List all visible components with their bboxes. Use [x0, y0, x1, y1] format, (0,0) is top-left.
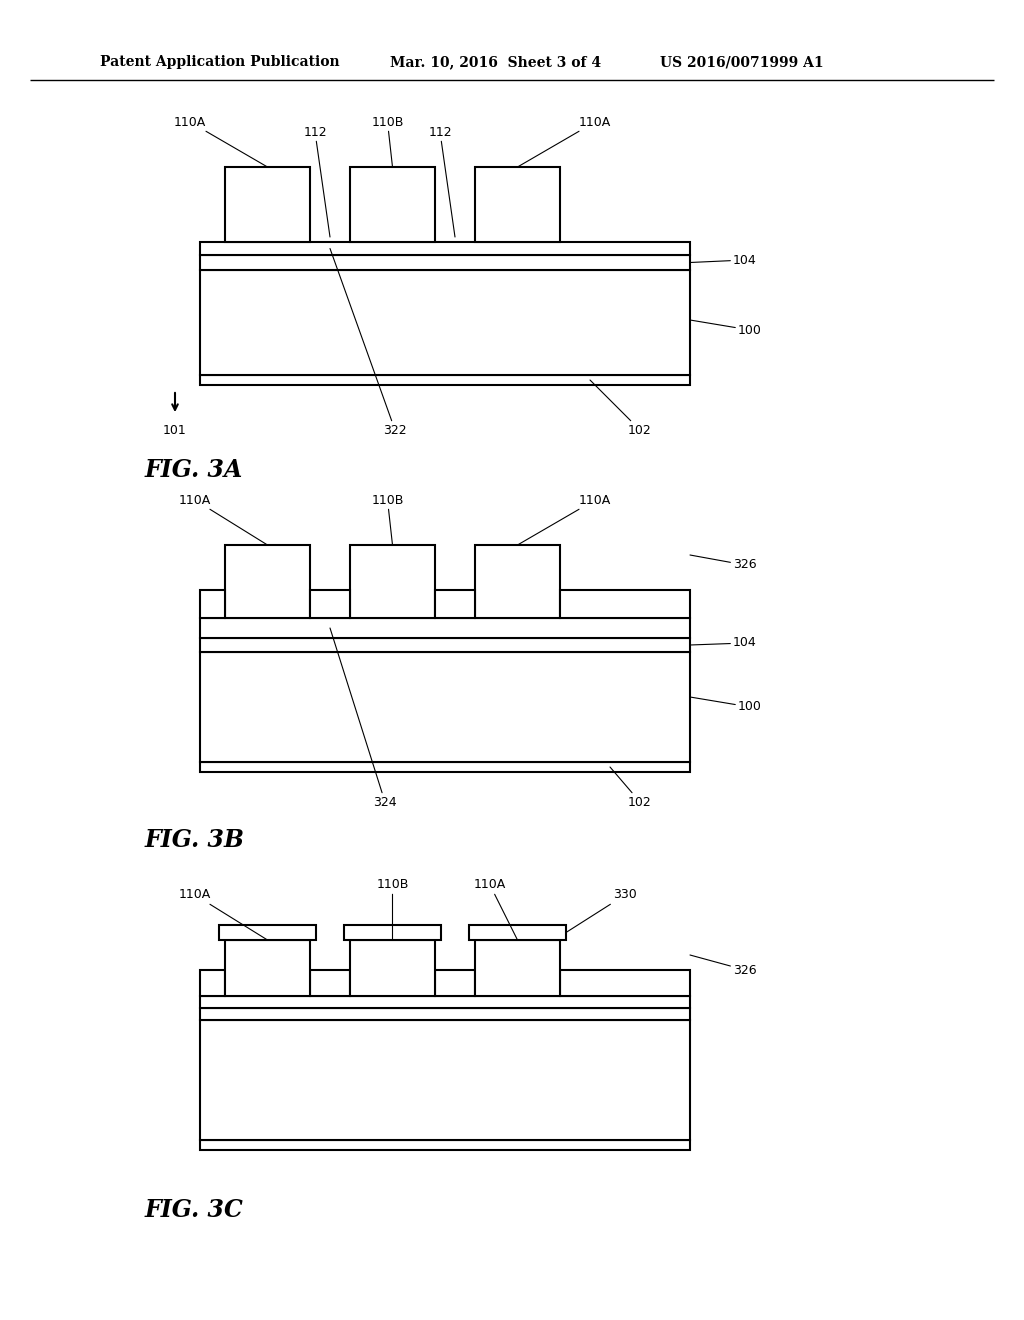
Bar [200, 375, 690, 385]
Text: 110A: 110A [179, 494, 267, 545]
Text: 110A: 110A [517, 494, 611, 545]
Bar [350, 545, 435, 618]
Bar [200, 1008, 690, 1020]
Bar [560, 970, 690, 997]
Bar [350, 168, 435, 242]
Text: Mar. 10, 2016  Sheet 3 of 4: Mar. 10, 2016 Sheet 3 of 4 [390, 55, 601, 69]
Text: 112: 112 [303, 125, 330, 238]
Text: FIG. 3C: FIG. 3C [145, 1199, 244, 1222]
Bar [435, 970, 475, 997]
Bar [200, 618, 690, 638]
Text: Patent Application Publication: Patent Application Publication [100, 55, 340, 69]
Text: 326: 326 [690, 954, 757, 977]
Bar [219, 925, 316, 940]
Bar [475, 940, 560, 997]
Text: FIG. 3B: FIG. 3B [145, 828, 245, 851]
Text: 102: 102 [610, 767, 652, 808]
Text: 102: 102 [590, 380, 652, 437]
Text: 110B: 110B [372, 494, 403, 545]
Bar [475, 545, 560, 618]
Text: FIG. 3A: FIG. 3A [145, 458, 244, 482]
Bar [200, 762, 690, 772]
Bar [475, 168, 560, 242]
Bar [225, 545, 310, 618]
Bar [435, 590, 475, 618]
Bar [200, 242, 690, 255]
Bar [200, 271, 690, 375]
Bar [200, 997, 690, 1008]
Text: 324: 324 [330, 628, 397, 808]
Text: 322: 322 [330, 248, 407, 437]
Text: 110A: 110A [517, 116, 611, 168]
Text: 112: 112 [428, 125, 455, 238]
Bar [200, 590, 225, 618]
Text: US 2016/0071999 A1: US 2016/0071999 A1 [660, 55, 823, 69]
Text: 110A: 110A [474, 879, 517, 940]
Bar [200, 1020, 690, 1140]
Bar [200, 638, 690, 652]
Bar [225, 168, 310, 242]
Text: 101: 101 [163, 424, 186, 437]
Text: 110A: 110A [179, 888, 267, 940]
Bar [225, 940, 310, 997]
Bar [344, 925, 441, 940]
Text: 110A: 110A [174, 116, 267, 168]
Bar [469, 925, 566, 940]
Text: 100: 100 [690, 697, 762, 714]
Bar [200, 970, 225, 997]
Text: 100: 100 [690, 319, 762, 337]
Bar [200, 1140, 690, 1150]
Bar [560, 590, 690, 618]
Text: 326: 326 [690, 554, 757, 572]
Text: 104: 104 [690, 253, 757, 267]
Bar [350, 940, 435, 997]
Text: 104: 104 [690, 636, 757, 649]
Text: 110B: 110B [372, 116, 403, 168]
Bar [200, 652, 690, 762]
Bar [310, 970, 350, 997]
Bar [200, 255, 690, 271]
Text: 110B: 110B [376, 879, 409, 940]
Bar [310, 590, 350, 618]
Text: 330: 330 [566, 888, 637, 932]
